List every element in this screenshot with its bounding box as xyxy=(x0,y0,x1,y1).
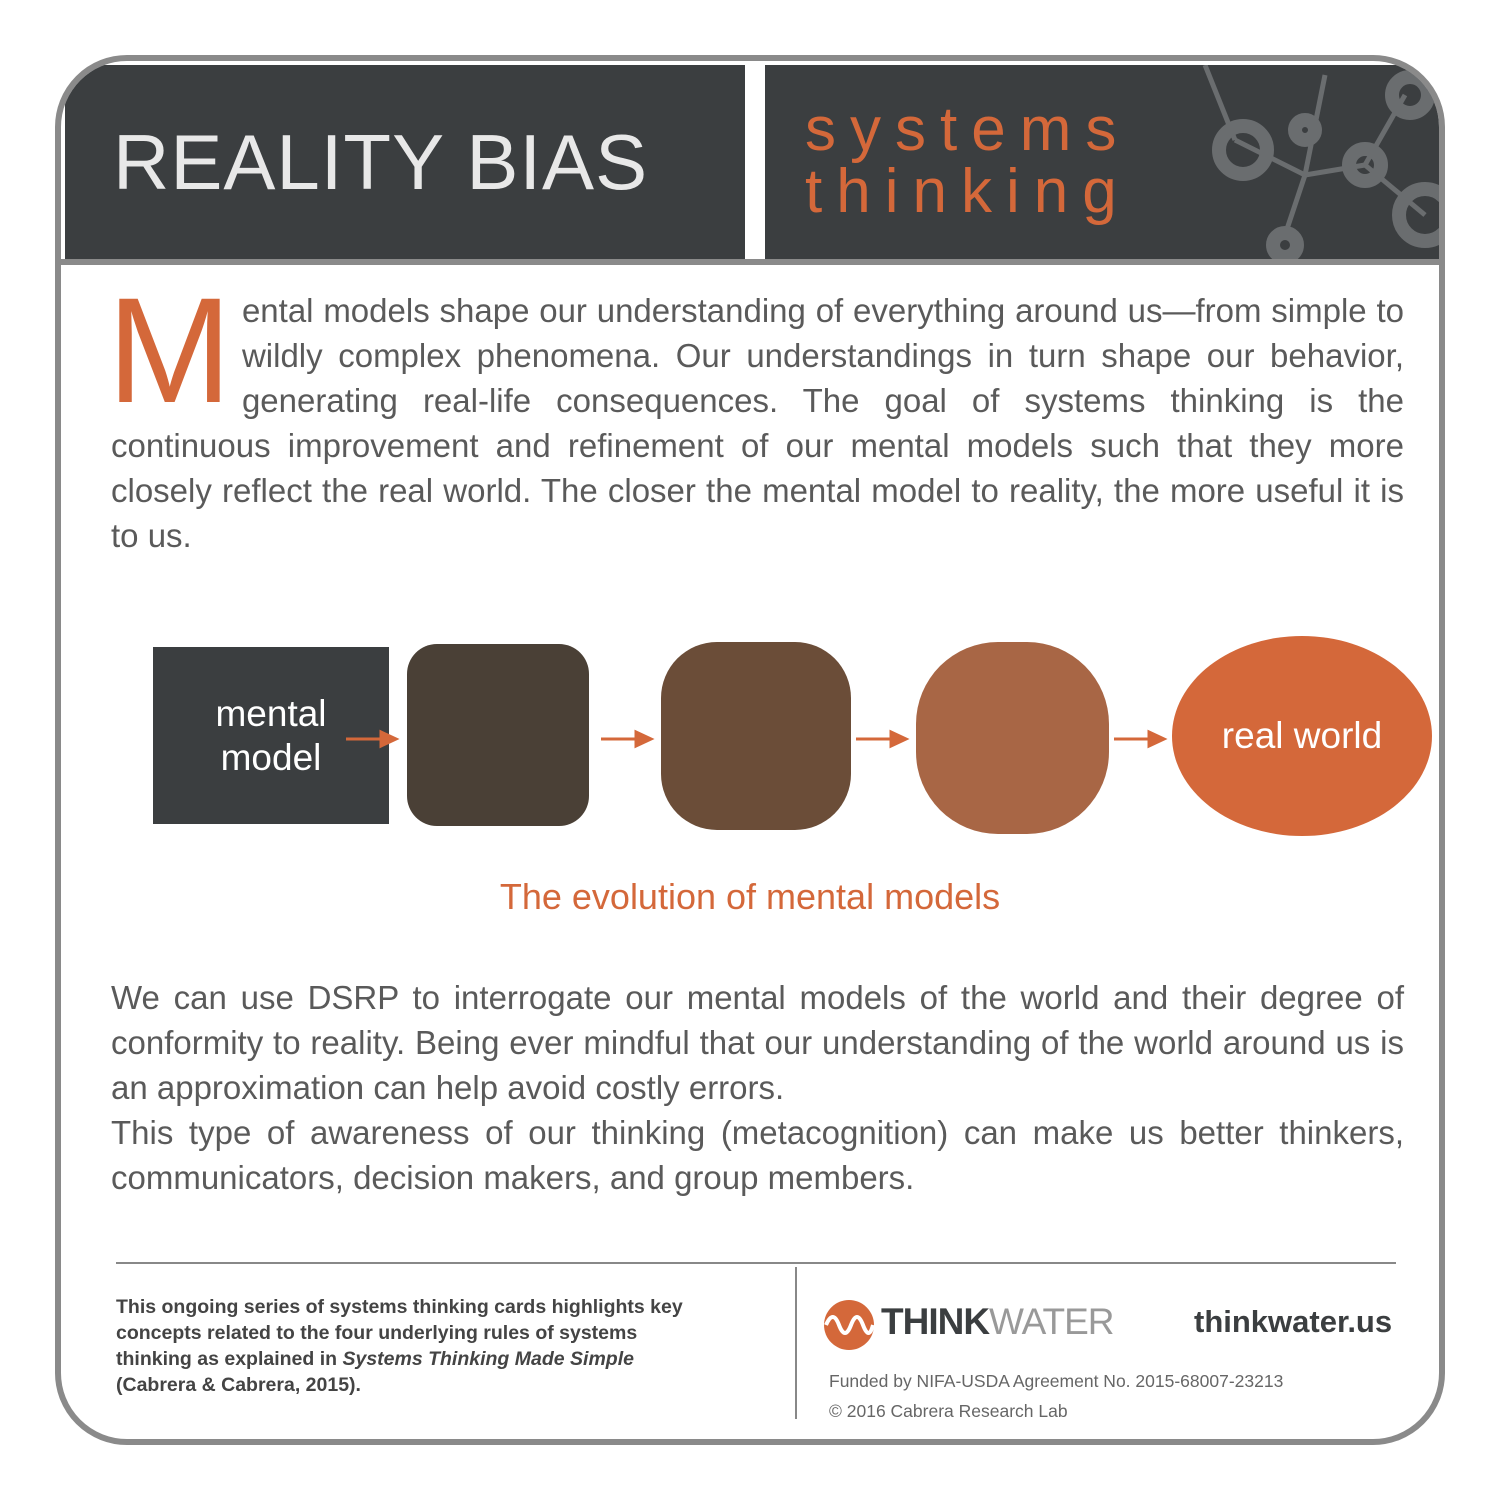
brand: THINKWATER xyxy=(881,1301,1115,1343)
network-icon xyxy=(1202,65,1439,259)
brand-think: THINK xyxy=(881,1301,990,1342)
footer-divider xyxy=(795,1267,797,1419)
copyright: © 2016 Cabrera Research Lab xyxy=(829,1401,1068,1421)
subtitle-line: thinking xyxy=(805,157,1131,226)
note-text: (Cabrera & Cabrera, 2015). xyxy=(116,1374,361,1396)
diagram-caption: The evolution of mental models xyxy=(499,876,1001,917)
note-text: This ongoing series of systems thinking … xyxy=(116,1296,683,1370)
funding: Funded by NIFA-USDA Agreement No. 2015-6… xyxy=(829,1371,1284,1391)
subtitle-panel: systems thinking xyxy=(765,65,1439,259)
header-rule xyxy=(61,259,1439,265)
intro-text: ental models shape our understanding of … xyxy=(111,292,1404,554)
diagram-node: mental model xyxy=(153,647,389,824)
diagram-node xyxy=(916,642,1109,834)
body-paragraph: We can use DSRP to interrogate our menta… xyxy=(111,979,1404,1106)
diagram-node xyxy=(407,644,589,826)
url: thinkwater.us xyxy=(1194,1304,1393,1339)
brand-water: WATER xyxy=(989,1301,1114,1342)
diagram-node: real world xyxy=(1172,636,1432,836)
title: REALITY BIAS xyxy=(113,118,649,206)
footer-rule xyxy=(116,1262,1396,1264)
drop-cap: M xyxy=(107,266,232,434)
body-paragraph: This type of awareness of our thinking (… xyxy=(111,1114,1404,1196)
diagram-node xyxy=(661,642,851,830)
title-panel: REALITY BIAS xyxy=(65,65,745,259)
logo-icon xyxy=(824,1300,875,1350)
series-note: This ongoing series of systems thinking … xyxy=(116,1294,716,1398)
subtitle-line: systems xyxy=(805,95,1131,164)
arrows xyxy=(346,729,1168,749)
note-book: Systems Thinking Made Simple xyxy=(342,1348,634,1370)
